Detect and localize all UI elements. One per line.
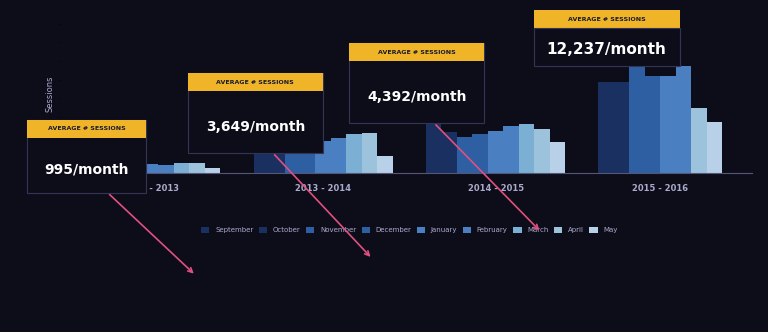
Text: 4,392/month: 4,392/month — [367, 90, 466, 104]
Y-axis label: Sessions: Sessions — [46, 76, 55, 112]
Bar — [645, 75, 660, 173]
Text: AVERAGE # SESSIONS: AVERAGE # SESSIONS — [217, 80, 294, 85]
Bar — [660, 75, 676, 173]
Bar — [81, 163, 97, 173]
Text: 12,237/month: 12,237/month — [547, 42, 667, 57]
Bar — [630, 38, 645, 173]
Bar — [488, 131, 503, 173]
Bar — [253, 138, 269, 173]
Bar — [97, 164, 112, 173]
Bar — [550, 142, 565, 173]
Bar — [316, 141, 331, 173]
Bar — [346, 134, 362, 173]
Text: 2012 - 2013: 2012 - 2013 — [123, 185, 179, 194]
Bar — [284, 147, 300, 173]
Bar — [331, 138, 346, 173]
Bar — [269, 141, 284, 173]
Bar — [457, 137, 472, 173]
Bar — [300, 149, 316, 173]
Text: 995/month: 995/month — [44, 163, 129, 177]
Bar — [707, 122, 722, 173]
Text: 3,649/month: 3,649/month — [206, 120, 305, 134]
Bar — [426, 124, 442, 173]
Bar — [190, 163, 205, 173]
Bar — [598, 82, 614, 173]
Bar — [691, 108, 707, 173]
Bar — [205, 168, 220, 173]
Bar — [472, 134, 488, 173]
Bar — [442, 132, 457, 173]
Text: 2015 - 2016: 2015 - 2016 — [632, 185, 688, 194]
Text: AVERAGE # SESSIONS: AVERAGE # SESSIONS — [568, 17, 646, 22]
Bar — [519, 124, 535, 173]
Text: AVERAGE # SESSIONS: AVERAGE # SESSIONS — [48, 126, 125, 131]
Bar — [377, 156, 393, 173]
Bar — [143, 164, 158, 173]
Text: 2013 - 2014: 2013 - 2014 — [295, 185, 351, 194]
Bar — [614, 82, 630, 173]
Bar — [158, 165, 174, 173]
Legend: September, October, November, December, January, February, March, April, May: September, October, November, December, … — [198, 225, 621, 236]
Text: 2014 - 2015: 2014 - 2015 — [468, 185, 524, 194]
Bar — [503, 126, 519, 173]
Bar — [676, 66, 691, 173]
Bar — [112, 166, 127, 173]
Bar — [127, 165, 143, 173]
Bar — [362, 133, 377, 173]
Text: AVERAGE # SESSIONS: AVERAGE # SESSIONS — [378, 50, 455, 55]
Bar — [535, 128, 550, 173]
Bar — [174, 163, 190, 173]
